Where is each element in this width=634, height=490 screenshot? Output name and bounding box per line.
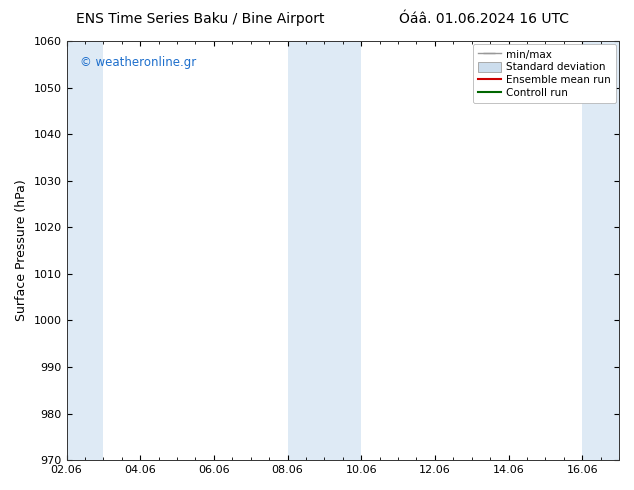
Bar bbox=[67, 41, 103, 460]
Bar bbox=[288, 41, 361, 460]
Text: © weatheronline.gr: © weatheronline.gr bbox=[81, 56, 197, 69]
Text: ENS Time Series Baku / Bine Airport: ENS Time Series Baku / Bine Airport bbox=[76, 12, 325, 26]
Y-axis label: Surface Pressure (hPa): Surface Pressure (hPa) bbox=[15, 180, 28, 321]
Legend: min/max, Standard deviation, Ensemble mean run, Controll run: min/max, Standard deviation, Ensemble me… bbox=[472, 44, 616, 103]
Text: Óáâ. 01.06.2024 16 UTC: Óáâ. 01.06.2024 16 UTC bbox=[399, 12, 569, 26]
Bar bbox=[582, 41, 619, 460]
